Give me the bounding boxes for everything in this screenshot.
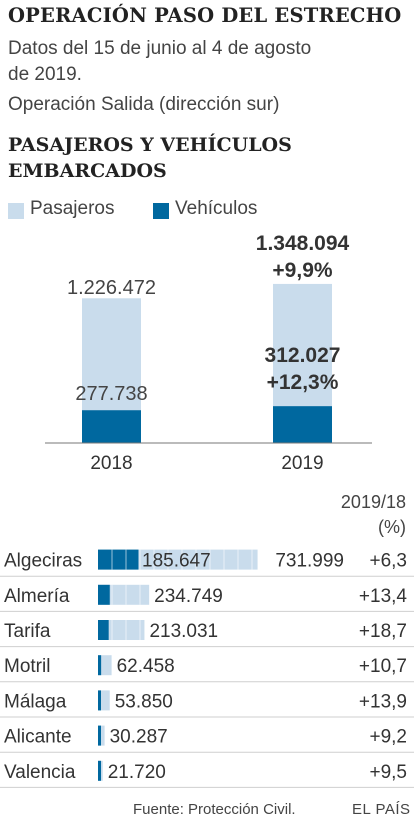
port-label-valencia: Valencia (4, 762, 76, 783)
port-label-motril: Motril (4, 656, 50, 677)
port-label-alicante: Alicante (4, 727, 72, 748)
legend-label-passengers: Pasajeros (30, 198, 115, 219)
legend-swatch-vehicles (153, 203, 169, 219)
passenger-value-malaga: 53.850 (115, 691, 173, 712)
passenger-change-2019: +9,9% (272, 259, 332, 282)
subtitle-line-1: Datos del 15 de junio al 4 de agosto (8, 38, 312, 59)
vehicle-bar-valencia (98, 760, 101, 781)
passenger-value-2019: 1.348.094 (256, 232, 350, 255)
subtitle-line-2: de 2019. (8, 64, 82, 85)
x-tick-label-2019: 2019 (281, 453, 323, 474)
port-label-malaga: Málaga (4, 691, 67, 712)
vehicle-bar-malaga (98, 690, 101, 711)
vehicle-bar-alicante (98, 725, 101, 746)
change-value-tarifa: +18,7 (359, 621, 407, 642)
vehicle-value-2019: 312.027 (265, 344, 341, 367)
passenger-bar-tarifa (98, 620, 145, 640)
change-value-algeciras: +6,3 (369, 551, 407, 572)
chart-title: OPERACIÓN PASO DEL ESTRECHO (8, 4, 402, 27)
x-tick-label-2018: 2018 (90, 453, 132, 474)
change-value-motril: +10,7 (359, 656, 407, 677)
vehicle-bar-motril (98, 655, 102, 676)
brand-logo: EL PAÍS (352, 801, 411, 818)
change-column-unit: (%) (378, 517, 406, 537)
change-value-malaga: +13,9 (359, 691, 407, 712)
passenger-bar-motril (98, 655, 112, 676)
vehicle-bar-2018 (82, 410, 141, 443)
passenger-value-alicante: 30.287 (110, 727, 168, 748)
passenger-value-2018: 1.226.472 (67, 277, 156, 299)
vehicle-change-2019: +12,3% (267, 371, 339, 394)
passenger-value-almeria: 234.749 (154, 586, 223, 607)
source-note: Fuente: Protección Civil. (133, 801, 296, 818)
vehicle-bar-almeria (98, 584, 110, 605)
passenger-bar-almeria (98, 584, 150, 605)
port-label-tarifa: Tarifa (4, 621, 51, 642)
passenger-bar-alicante (98, 725, 105, 746)
port-label-algeciras: Algeciras (4, 551, 82, 572)
passenger-value-tarifa: 213.031 (149, 621, 218, 642)
change-column-header: 2019/18 (341, 492, 406, 512)
port-label-almeria: Almería (4, 586, 70, 607)
passenger-value-valencia: 21.720 (108, 762, 166, 783)
change-value-alicante: +9,2 (369, 727, 407, 748)
subtitle-line-3: Operación Salida (dirección sur) (8, 94, 280, 115)
passenger-bar-malaga (98, 690, 110, 711)
vehicle-bar-2019 (273, 406, 332, 443)
section-title: PASAJEROS Y VEHÍCULOS EMBARCADOS (8, 134, 292, 182)
vehicle-bar-algeciras (98, 549, 139, 570)
vehicle-value-2018: 277.738 (75, 383, 147, 405)
vehicle-bar-tarifa (98, 620, 109, 640)
vehicle-value-algeciras: 185.647 (142, 551, 211, 572)
change-value-almeria: +13,4 (359, 586, 408, 607)
change-value-valencia: +9,5 (369, 762, 407, 783)
legend-label-vehicles: Vehículos (175, 198, 258, 219)
passenger-value-algeciras: 731.999 (275, 551, 344, 572)
legend-swatch-passengers (8, 203, 24, 219)
passenger-value-motril: 62.458 (117, 656, 175, 677)
